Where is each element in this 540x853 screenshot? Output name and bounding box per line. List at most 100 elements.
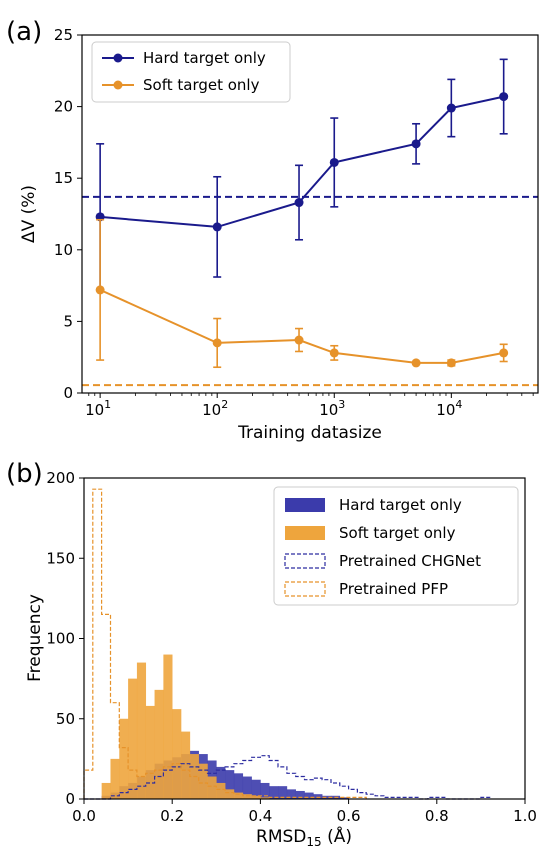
data-point [411, 358, 421, 368]
histogram-bar [251, 795, 261, 799]
histogram-bar [154, 689, 164, 799]
y-tick-label: 5 [63, 312, 73, 330]
y-tick-label: 0 [63, 384, 73, 402]
histogram-bar [181, 731, 191, 799]
panel-a-label: (a) [6, 17, 42, 47]
legend-label: Soft target only [339, 524, 456, 542]
histogram-bar [260, 797, 270, 799]
data-point [411, 139, 421, 149]
histogram-bar [128, 678, 138, 799]
x-tick-label: 0.0 [72, 807, 96, 825]
y-tick-label: 10 [54, 241, 73, 259]
panel-b-plot-area [83, 488, 491, 800]
panel-b-ticks: 0 50 100 150 200 0.0 0.2 0.4 0.6 0.8 1.0 [46, 469, 537, 825]
legend-swatch [284, 581, 326, 597]
data-point [294, 335, 304, 345]
x-tick-base: 10 [85, 401, 104, 419]
x-tick-label: 0.8 [425, 807, 449, 825]
legend-marker [113, 53, 123, 63]
panel-b-ylabel: Frequency [25, 594, 45, 682]
histogram-bar [242, 794, 252, 799]
panel-a-legend: Hard target only Soft target only [91, 41, 291, 103]
histogram-bar [286, 789, 296, 799]
legend-marker [113, 80, 123, 90]
legend-box [91, 41, 291, 103]
data-point [446, 103, 456, 113]
y-tick-label: 100 [46, 630, 75, 648]
panel-a-ylabel: ΔV (%) [19, 185, 39, 243]
legend-swatch [285, 526, 325, 540]
legend-swatch [284, 553, 326, 569]
histogram-step [83, 488, 367, 799]
y-tick-label: 50 [56, 710, 75, 728]
series-2 [95, 218, 509, 369]
histogram-bar [163, 654, 173, 799]
x-tick-label: 104 [436, 398, 462, 419]
legend-box [273, 486, 519, 606]
data-point [212, 222, 222, 232]
data-point [446, 358, 456, 368]
panel-b: (b) 0 50 100 150 200 0.0 0.2 0.4 0.6 0.8 1.0 Hard … [6, 459, 537, 849]
y-tick-label: 150 [46, 549, 75, 567]
histogram-step [84, 755, 491, 800]
panel-b-legend: Hard target only Soft target only Pretrain… [273, 486, 519, 606]
histogram-bar [304, 792, 314, 799]
x-tick-label: 102 [202, 398, 228, 419]
x-tick-label: 0.2 [160, 807, 184, 825]
histogram-bar [278, 786, 288, 799]
data-point [499, 92, 509, 102]
panel-b-xlabel-subscript: 15 [306, 835, 321, 849]
histogram-bar [136, 662, 147, 799]
x-tick-base: 10 [319, 401, 338, 419]
panel-b-label: (b) [6, 459, 43, 489]
x-tick-base: 10 [436, 401, 455, 419]
legend-label: Pretrained CHGNet [339, 552, 481, 570]
histogram-bar [233, 792, 244, 799]
histogram-bar [216, 782, 226, 799]
data-point [329, 348, 339, 358]
histogram-bar [145, 705, 155, 799]
legend-label: Hard target only [339, 496, 462, 514]
legend-label: Soft target only [143, 76, 260, 94]
x-tick-exponent: 2 [221, 398, 228, 411]
y-tick-label: 200 [46, 469, 75, 487]
panel-a-plot-area [82, 58, 538, 387]
y-tick-label: 0 [65, 790, 75, 808]
histogram-bar [110, 758, 120, 799]
histogram-bar [269, 786, 279, 799]
histogram-bar [242, 776, 252, 799]
legend-swatch [285, 498, 325, 512]
legend-label: Pretrained PFP [339, 580, 448, 598]
data-point [329, 157, 339, 167]
data-point [95, 285, 105, 295]
histogram-bar [295, 790, 305, 799]
panel-b-xlabel: RMSD15 (Å) [256, 825, 352, 849]
x-tick-label: 0.4 [248, 807, 272, 825]
histogram-bar [233, 773, 244, 799]
histogram-bar [251, 779, 261, 799]
data-point [212, 338, 222, 348]
histogram-bar [101, 782, 111, 799]
x-tick-label: 0.6 [337, 807, 361, 825]
histogram-bar [172, 709, 182, 799]
data-point [499, 348, 509, 358]
series-1 [95, 58, 509, 291]
x-tick-exponent: 3 [338, 398, 345, 411]
histogram-bar [198, 763, 208, 799]
series-line [100, 95, 504, 228]
x-tick-exponent: 1 [104, 398, 111, 411]
x-tick-label: 1.0 [513, 807, 537, 825]
histogram-bar [119, 718, 129, 799]
histogram-bar [322, 795, 332, 799]
histogram-series-4 [83, 488, 367, 799]
histogram-bar [339, 797, 349, 799]
legend-label: Hard target only [143, 49, 266, 67]
x-tick-label: 101 [85, 398, 111, 419]
x-tick-label: 103 [319, 398, 345, 419]
y-tick-label: 15 [54, 169, 73, 187]
data-point [294, 198, 304, 208]
histogram-bar [207, 776, 217, 799]
